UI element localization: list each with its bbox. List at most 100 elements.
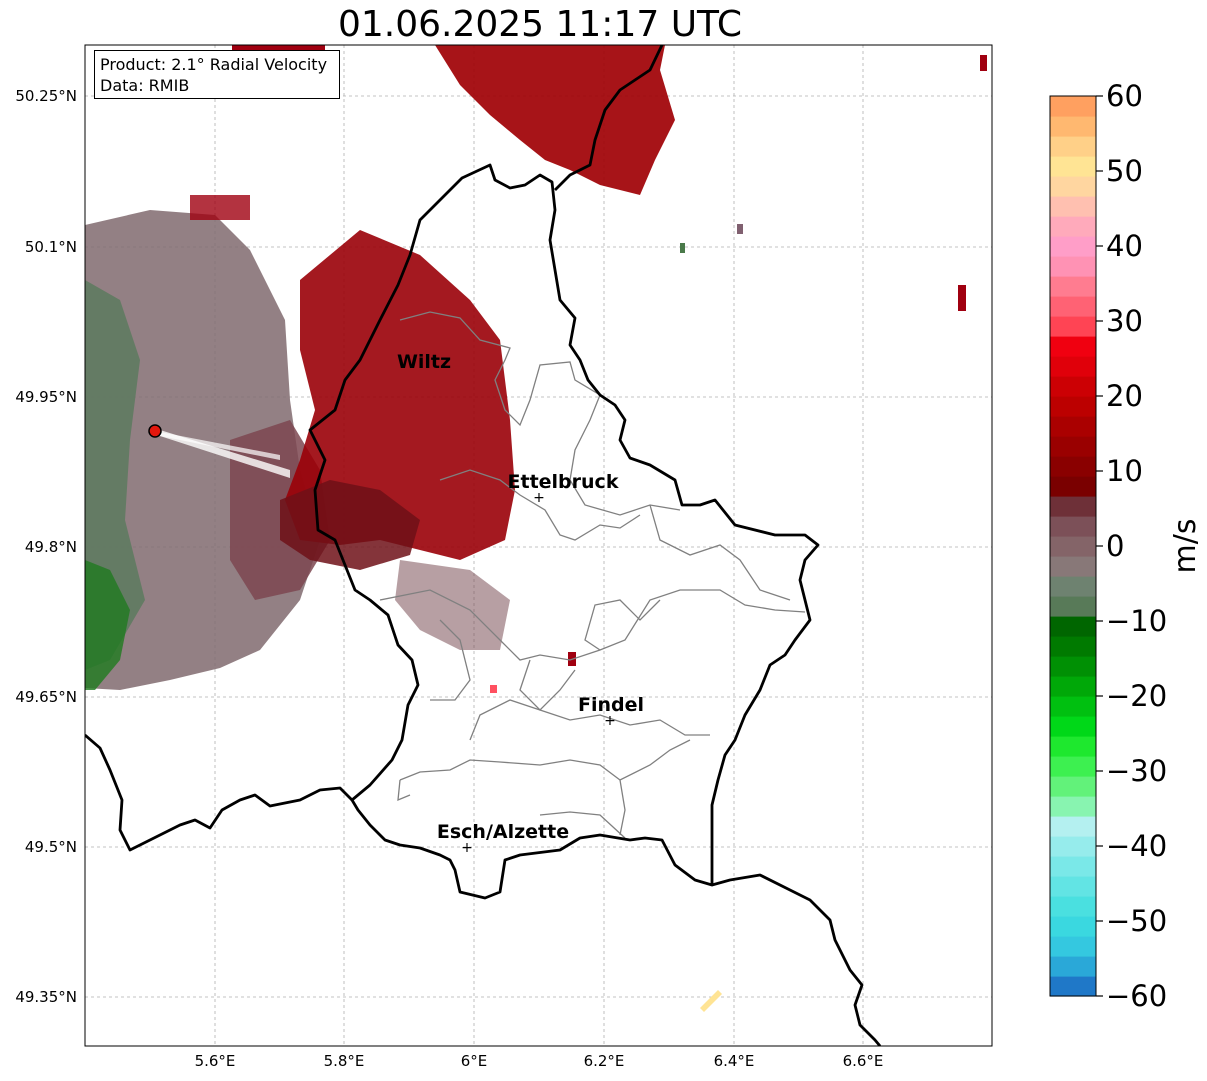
product-info-box: Product: 2.1° Radial Velocity Data: RMIB (94, 50, 340, 99)
city-findel: Findel + (578, 694, 644, 729)
cbar-tick-label: 20 (1106, 379, 1143, 413)
colorbar-segment (1050, 676, 1096, 697)
colorbar-segment (1050, 456, 1096, 477)
cbar-tick-label: 10 (1106, 454, 1143, 488)
cbar-tick-label: 40 (1106, 229, 1143, 263)
colorbar-segment (1050, 876, 1096, 897)
lat-tick: 50.1°N (25, 238, 77, 256)
colorbar-segment (1050, 516, 1096, 537)
border-west (85, 733, 353, 852)
lon-tick: 5.6°E (195, 1052, 236, 1070)
colorbar-segment (1050, 336, 1096, 357)
national-borders (85, 45, 882, 1046)
lon-tick: 5.8°E (324, 1052, 365, 1070)
plot-frame (84, 44, 993, 1047)
lat-tick: 49.95°N (15, 388, 77, 406)
colorbar-segment (1050, 296, 1096, 317)
data-source-label: Data: RMIB (100, 76, 190, 95)
colorbar-segment (1050, 896, 1096, 917)
colorbar-segment (1050, 856, 1096, 877)
city-wiltz: Wiltz (397, 351, 451, 373)
colorbar-segment (1050, 976, 1096, 997)
city-label-wiltz: Wiltz (397, 351, 451, 373)
lat-tick: 49.5°N (25, 838, 77, 856)
colorbar-segment (1050, 96, 1096, 117)
colorbar-segment (1050, 256, 1096, 277)
city-marker-findel: + (604, 713, 616, 729)
cbar-tick-label: −50 (1106, 904, 1167, 938)
echo-west-darkgreen (85, 560, 130, 690)
cbar-tick-label: −20 (1106, 679, 1167, 713)
lat-tick: 50.25°N (15, 87, 77, 105)
lat-tick-labels: 50.25°N 50.1°N 49.95°N 49.8°N 49.65°N 49… (15, 87, 77, 1006)
colorbar-segment (1050, 756, 1096, 777)
radar-site-marker (148, 424, 162, 438)
border-germany-east (711, 873, 882, 1046)
colorbar-segment (1050, 136, 1096, 157)
colorbar-segment (1050, 276, 1096, 297)
lon-tick-labels: 5.6°E 5.8°E 6°E 6.2°E 6.4°E 6.6°E (195, 1052, 884, 1070)
colorbar-segment (1050, 156, 1096, 177)
colorbar-segment (1050, 776, 1096, 797)
border-luxembourg (308, 163, 820, 900)
colorbar-segment (1050, 936, 1096, 957)
echo-north-strip (232, 45, 325, 51)
colorbar-segment (1050, 556, 1096, 577)
lat-tick: 49.35°N (15, 988, 77, 1006)
cbar-tick-label: −10 (1106, 604, 1167, 638)
colorbar-ticks (1096, 95, 1103, 997)
city-label-ettelbruck: Ettelbruck (508, 471, 619, 493)
cbar-tick-label: −40 (1106, 829, 1167, 863)
colorbar-segment (1050, 696, 1096, 717)
city-esch-alzette: Esch/Alzette + (437, 821, 569, 856)
city-label-esch-alzette: Esch/Alzette (437, 821, 569, 843)
colorbar-segment (1050, 576, 1096, 597)
colorbar-segment (1050, 596, 1096, 617)
product-label: Product: 2.1° Radial Velocity (100, 55, 328, 74)
colorbar-unit-label: m/s (1168, 519, 1203, 574)
colorbar-segment (1050, 796, 1096, 817)
city-marker-esch-alzette: + (461, 840, 473, 856)
colorbar-segment (1050, 956, 1096, 977)
echo-central-scatter (395, 560, 510, 650)
colorbar-segment (1050, 356, 1096, 377)
colorbar-segment (1050, 476, 1096, 497)
echo-central-red (285, 230, 515, 560)
lon-tick: 6°E (461, 1052, 488, 1070)
lon-tick: 6.2°E (584, 1052, 625, 1070)
radar-echoes (85, 45, 987, 1012)
colorbar-segment (1050, 396, 1096, 417)
colorbar-segment (1050, 376, 1096, 397)
cbar-tick-label: 30 (1106, 304, 1143, 338)
colorbar-segment (1050, 116, 1096, 137)
commune-boundaries (379, 311, 806, 839)
cbar-tick-label: 0 (1106, 529, 1124, 563)
city-ettelbruck: Ettelbruck + (508, 471, 619, 506)
cbar-tick-label: −60 (1106, 979, 1167, 1013)
colorbar-segment (1050, 176, 1096, 197)
lat-tick: 49.8°N (25, 538, 77, 556)
colorbar-segment (1050, 916, 1096, 937)
colorbar-gradient (1050, 96, 1096, 997)
colorbar-segment (1050, 316, 1096, 337)
colorbar-tick-labels: 60 50 40 30 20 10 0 −10 −20 −30 −40 −50 … (1106, 79, 1167, 1013)
colorbar-segment (1050, 196, 1096, 217)
colorbar-segment (1050, 216, 1096, 237)
colorbar-segment (1050, 536, 1096, 557)
lon-tick: 6.6°E (843, 1052, 884, 1070)
colorbar-segment (1050, 416, 1096, 437)
cbar-tick-label: 60 (1106, 79, 1143, 113)
colorbar: 60 50 40 30 20 10 0 −10 −20 −30 −40 −50 … (1049, 79, 1203, 1013)
colorbar-segment (1050, 816, 1096, 837)
lon-tick: 6.4°E (714, 1052, 755, 1070)
echo-north-red (435, 45, 675, 195)
colorbar-segment (1050, 716, 1096, 737)
map-title: 01.06.2025 11:17 UTC (337, 4, 743, 45)
colorbar-segment (1050, 436, 1096, 457)
border-germany-north (554, 45, 664, 191)
city-marker-ettelbruck: + (533, 490, 545, 506)
city-label-findel: Findel (578, 694, 644, 716)
cbar-tick-label: −30 (1106, 754, 1167, 788)
colorbar-segment (1050, 236, 1096, 257)
